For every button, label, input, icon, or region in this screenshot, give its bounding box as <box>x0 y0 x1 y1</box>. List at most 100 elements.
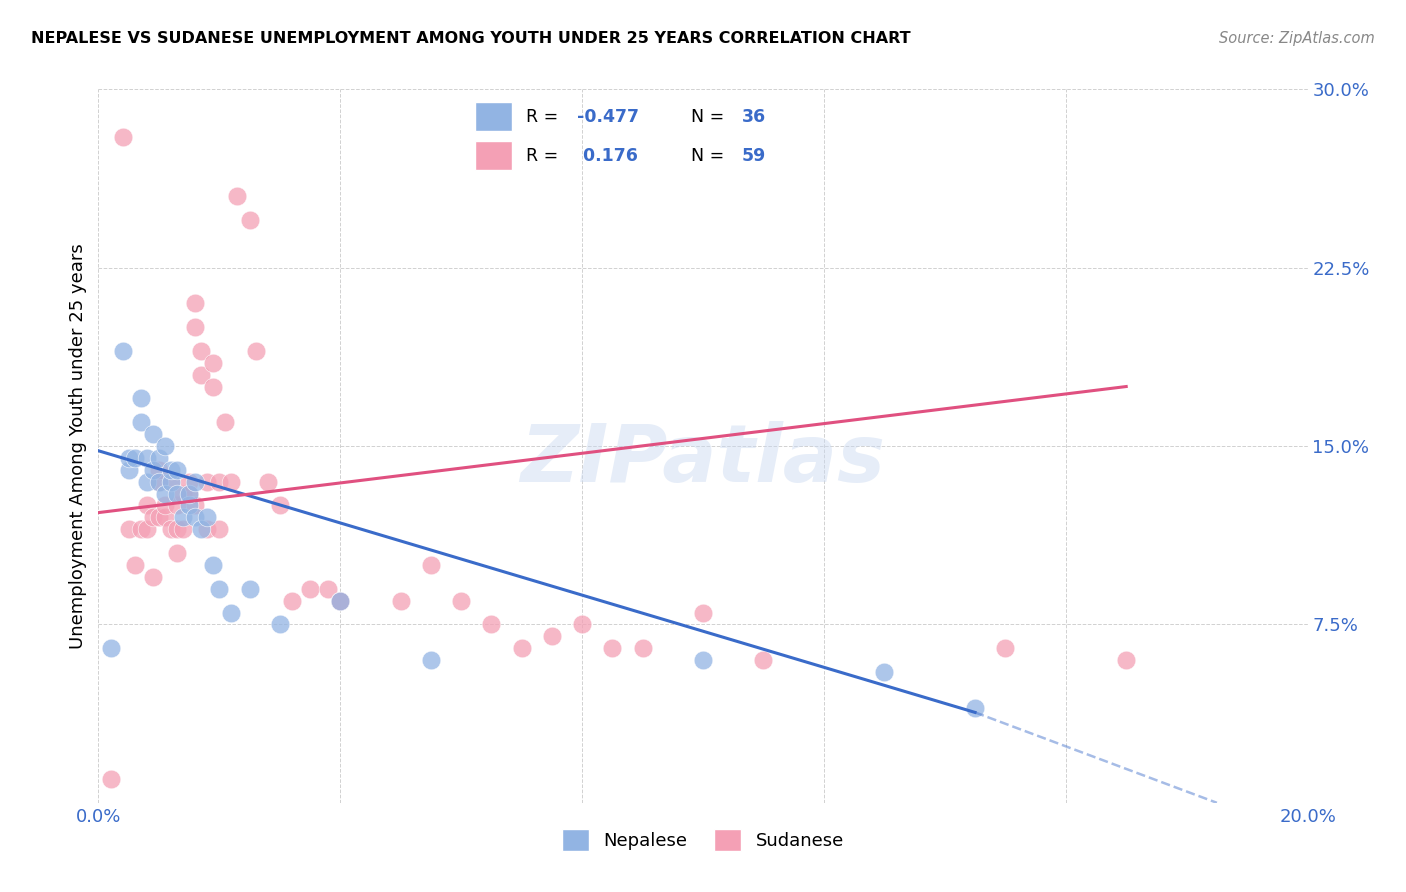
Point <box>692 653 714 667</box>
Point <box>142 570 165 584</box>
Point <box>160 475 183 489</box>
Point <box>226 189 249 203</box>
Point <box>208 475 231 489</box>
Point <box>129 522 152 536</box>
Point <box>195 475 218 489</box>
Point <box>166 546 188 560</box>
Point <box>481 617 503 632</box>
Point <box>111 129 134 144</box>
Point <box>153 499 176 513</box>
Point <box>135 522 157 536</box>
Point <box>111 343 134 358</box>
FancyBboxPatch shape <box>475 103 512 131</box>
Point <box>420 653 443 667</box>
Point <box>190 368 212 382</box>
Point <box>631 641 654 656</box>
Point <box>420 558 443 572</box>
Point <box>166 486 188 500</box>
Point <box>602 641 624 656</box>
Point <box>118 463 141 477</box>
Text: N =: N = <box>690 146 724 164</box>
Point <box>316 582 339 596</box>
Point <box>450 593 472 607</box>
Point <box>281 593 304 607</box>
Point <box>540 629 562 643</box>
Text: -0.477: -0.477 <box>578 108 640 126</box>
Point <box>172 510 194 524</box>
Point <box>965 700 987 714</box>
Point <box>269 499 291 513</box>
Point <box>184 499 207 513</box>
Text: 59: 59 <box>742 146 766 164</box>
Point <box>124 450 146 465</box>
Point <box>873 665 896 679</box>
Point <box>166 463 188 477</box>
Point <box>994 641 1017 656</box>
Point <box>148 510 170 524</box>
Point <box>148 475 170 489</box>
Point <box>1115 653 1137 667</box>
Text: R =: R = <box>526 108 558 126</box>
Point <box>166 522 188 536</box>
Legend: Nepalese, Sudanese: Nepalese, Sudanese <box>554 822 852 858</box>
Point <box>202 558 225 572</box>
Point <box>692 606 714 620</box>
Point <box>245 343 267 358</box>
Point <box>148 450 170 465</box>
Point <box>389 593 412 607</box>
Point <box>256 475 278 489</box>
Point <box>160 522 183 536</box>
Text: 0.176: 0.176 <box>578 146 638 164</box>
Point <box>148 463 170 477</box>
Point <box>752 653 775 667</box>
Point <box>135 450 157 465</box>
Point <box>142 463 165 477</box>
Point <box>184 475 207 489</box>
Point <box>190 343 212 358</box>
Point <box>184 320 207 334</box>
Point <box>160 463 183 477</box>
Point <box>179 499 201 513</box>
Point <box>160 475 183 489</box>
Point <box>184 296 207 310</box>
Point <box>202 356 225 370</box>
Text: 36: 36 <box>742 108 766 126</box>
Point <box>166 499 188 513</box>
Point <box>129 392 152 406</box>
Point <box>129 415 152 429</box>
Point <box>208 582 231 596</box>
Point <box>118 522 141 536</box>
Point <box>195 510 218 524</box>
Point <box>221 606 243 620</box>
Y-axis label: Unemployment Among Youth under 25 years: Unemployment Among Youth under 25 years <box>69 244 87 648</box>
FancyBboxPatch shape <box>475 141 512 169</box>
Point <box>118 450 141 465</box>
Point <box>153 439 176 453</box>
Point <box>329 593 352 607</box>
Point <box>142 510 165 524</box>
Point <box>179 486 201 500</box>
Point <box>148 475 170 489</box>
Point <box>172 522 194 536</box>
Text: ZIPatlas: ZIPatlas <box>520 421 886 500</box>
Point <box>153 486 176 500</box>
Point <box>510 641 533 656</box>
Point <box>299 582 322 596</box>
Point <box>135 475 157 489</box>
Point <box>184 510 207 524</box>
Text: Source: ZipAtlas.com: Source: ZipAtlas.com <box>1219 31 1375 46</box>
Point <box>269 617 291 632</box>
Point <box>124 558 146 572</box>
Point <box>135 499 157 513</box>
Point <box>214 415 236 429</box>
Point <box>195 522 218 536</box>
Point <box>179 475 201 489</box>
Point <box>329 593 352 607</box>
Point <box>172 486 194 500</box>
Text: NEPALESE VS SUDANESE UNEMPLOYMENT AMONG YOUTH UNDER 25 YEARS CORRELATION CHART: NEPALESE VS SUDANESE UNEMPLOYMENT AMONG … <box>31 31 911 46</box>
Point <box>239 213 262 227</box>
Point <box>208 522 231 536</box>
Point <box>153 510 176 524</box>
Text: N =: N = <box>690 108 724 126</box>
Point <box>221 475 243 489</box>
